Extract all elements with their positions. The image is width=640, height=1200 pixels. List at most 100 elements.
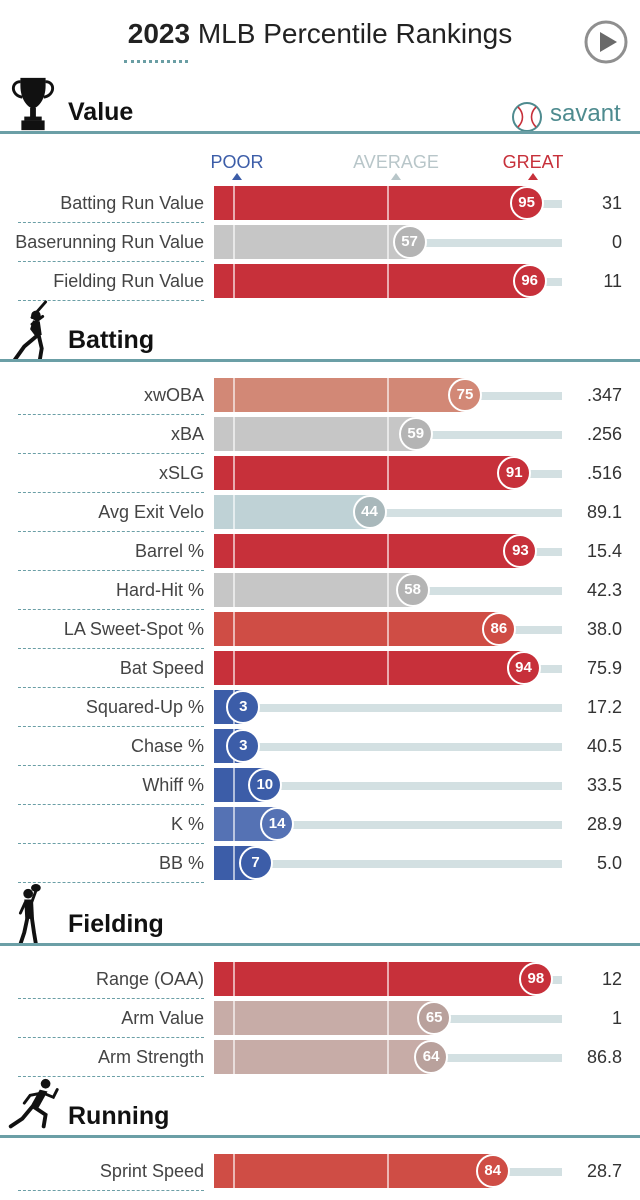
tick-poor bbox=[233, 573, 235, 607]
metric-row[interactable]: Whiff % 10 33.5 bbox=[0, 768, 640, 807]
tick-average bbox=[387, 264, 389, 298]
metric-row[interactable]: Squared-Up % 3 17.2 bbox=[0, 690, 640, 729]
metric-value: 40.5 bbox=[586, 736, 622, 756]
row-separator bbox=[18, 261, 204, 262]
row-separator bbox=[18, 1076, 204, 1077]
metric-value: 0 bbox=[611, 232, 622, 252]
metric-label: Sprint Speed bbox=[99, 1161, 204, 1181]
tick-average bbox=[387, 1154, 389, 1188]
percentile-bar bbox=[214, 962, 536, 996]
savant-logo[interactable]: savant bbox=[510, 98, 630, 132]
batter-icon bbox=[12, 300, 48, 362]
row-separator bbox=[18, 1190, 204, 1191]
metric-row[interactable]: Bat Speed 94 75.9 bbox=[0, 651, 640, 690]
tick-poor bbox=[233, 1001, 235, 1035]
percentile-bar bbox=[214, 378, 465, 412]
metric-row[interactable]: Arm Value 65 1 bbox=[0, 1001, 640, 1040]
percentile-bar bbox=[214, 1001, 435, 1035]
tick-poor bbox=[233, 225, 235, 259]
percentile-marker: 3 bbox=[226, 690, 261, 724]
metric-row[interactable]: xSLG 91 .516 bbox=[0, 456, 640, 495]
row-separator bbox=[18, 453, 204, 454]
section-value: Value bbox=[0, 70, 640, 134]
tick-poor bbox=[233, 1040, 235, 1074]
metric-label: xwOBA bbox=[143, 385, 204, 405]
metric-label: Bat Speed bbox=[119, 658, 204, 678]
metric-row[interactable]: Hard-Hit % 58 42.3 bbox=[0, 573, 640, 612]
metric-row[interactable]: Avg Exit Velo 44 89.1 bbox=[0, 495, 640, 534]
metric-row[interactable]: Baserunning Run Value 57 0 bbox=[0, 225, 640, 264]
tick-poor bbox=[233, 962, 235, 996]
metric-value: 89.1 bbox=[586, 502, 622, 522]
percentile-marker: 98 bbox=[518, 962, 553, 996]
title-year: 2023 bbox=[127, 18, 191, 49]
metric-row[interactable]: K % 14 28.9 bbox=[0, 807, 640, 846]
metric-label: Barrel % bbox=[134, 541, 204, 561]
row-separator bbox=[18, 222, 204, 223]
section-divider bbox=[0, 943, 640, 946]
row-separator bbox=[18, 687, 204, 688]
section-title: Batting bbox=[68, 326, 155, 354]
legend-poor-marker bbox=[232, 173, 242, 180]
metric-row[interactable]: Arm Strength 64 86.8 bbox=[0, 1040, 640, 1079]
tick-average bbox=[387, 378, 389, 412]
metric-label: xBA bbox=[170, 424, 204, 444]
percentile-bar bbox=[214, 1040, 432, 1074]
metric-label: Whiff % bbox=[142, 775, 204, 795]
tick-poor bbox=[233, 534, 235, 568]
metric-row[interactable]: Batting Run Value 95 31 bbox=[0, 186, 640, 225]
fielder-icon bbox=[18, 884, 43, 946]
tick-poor bbox=[233, 186, 235, 220]
percentile-bar bbox=[214, 651, 524, 685]
percentile-marker: 65 bbox=[417, 1001, 452, 1035]
percentile-track bbox=[434, 1015, 562, 1023]
metric-value: 28.7 bbox=[586, 1161, 622, 1181]
tick-poor bbox=[233, 612, 235, 646]
metric-row[interactable]: xBA 59 .256 bbox=[0, 417, 640, 456]
play-button[interactable] bbox=[584, 20, 628, 64]
percentile-track bbox=[409, 239, 562, 247]
percentile-bar bbox=[214, 1154, 493, 1188]
percentile-track bbox=[465, 392, 562, 400]
tick-poor bbox=[233, 768, 235, 802]
percentile-marker: 44 bbox=[352, 495, 387, 529]
metric-row[interactable]: Sprint Speed 84 28.7 bbox=[0, 1154, 640, 1193]
legend-average: AVERAGE bbox=[346, 152, 446, 180]
percentile-bar bbox=[214, 456, 515, 490]
section-fielding: Fielding bbox=[0, 882, 640, 946]
percentile-bar bbox=[214, 417, 416, 451]
metric-row[interactable]: Fielding Run Value 96 11 bbox=[0, 264, 640, 303]
percentile-bar bbox=[214, 534, 521, 568]
metric-label: Arm Value bbox=[121, 1008, 204, 1028]
section-divider bbox=[0, 131, 640, 134]
metric-label: Chase % bbox=[130, 736, 204, 756]
metric-row[interactable]: Barrel % 93 15.4 bbox=[0, 534, 640, 573]
metric-label: Arm Strength bbox=[97, 1047, 204, 1067]
legend-average-marker bbox=[391, 173, 401, 180]
percentile-bar bbox=[214, 225, 410, 259]
metric-value: 17.2 bbox=[586, 697, 622, 717]
tick-average bbox=[387, 225, 389, 259]
section-running: Running bbox=[0, 1074, 640, 1138]
tick-average bbox=[387, 534, 389, 568]
metric-value: 5.0 bbox=[596, 853, 622, 873]
metric-label: Batting Run Value bbox=[60, 193, 204, 213]
metric-row[interactable]: xwOBA 75 .347 bbox=[0, 378, 640, 417]
metric-row[interactable]: LA Sweet-Spot % 86 38.0 bbox=[0, 612, 640, 651]
title-underline bbox=[124, 60, 188, 63]
metric-row[interactable]: Range (OAA) 98 12 bbox=[0, 962, 640, 1001]
percentile-track bbox=[520, 548, 562, 556]
percentile-track bbox=[526, 200, 562, 208]
percentile-marker: 10 bbox=[247, 768, 282, 802]
tick-average bbox=[387, 573, 389, 607]
legend-great-label: GREAT bbox=[502, 152, 564, 172]
metric-value: 86.8 bbox=[586, 1047, 622, 1067]
section-title: Running bbox=[68, 1102, 170, 1130]
tick-average bbox=[387, 651, 389, 685]
metric-value: 75.9 bbox=[586, 658, 622, 678]
metric-row[interactable]: BB % 7 5.0 bbox=[0, 846, 640, 885]
percentile-track bbox=[523, 665, 562, 673]
metric-row[interactable]: Chase % 3 40.5 bbox=[0, 729, 640, 768]
metric-value: 28.9 bbox=[586, 814, 622, 834]
percentile-track bbox=[498, 626, 562, 634]
